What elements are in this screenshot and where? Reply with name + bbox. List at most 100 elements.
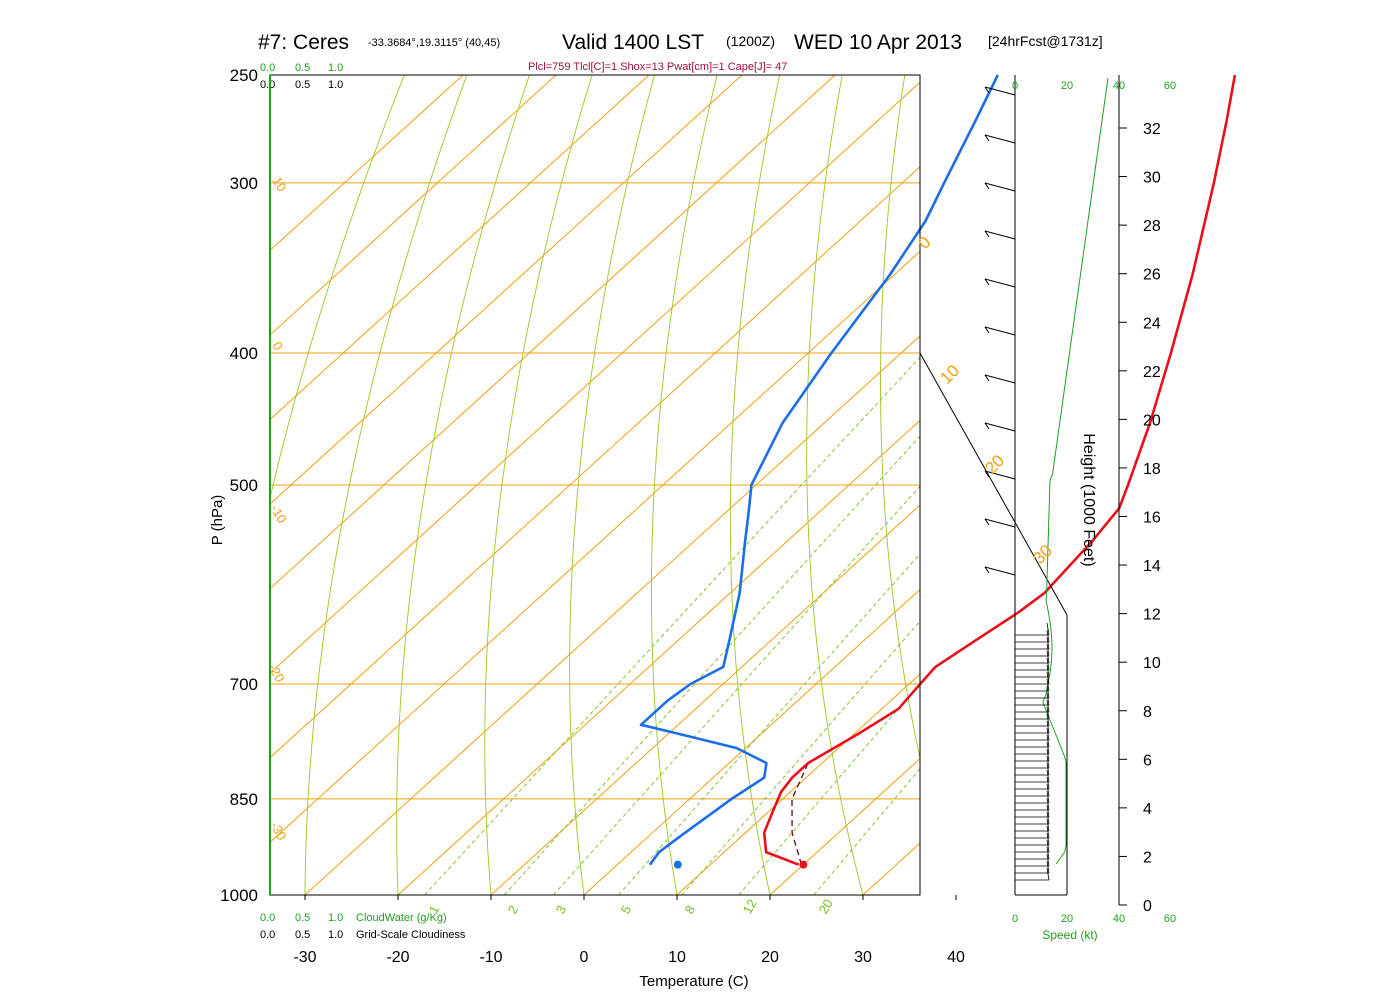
wind-barb-flag <box>1046 699 1050 713</box>
terrain-profile <box>919 352 1068 895</box>
isotherm-label-8: 30 <box>1029 541 1056 568</box>
y-axis-label: P (hPa) <box>209 495 226 546</box>
mixing-ratio-12 <box>738 683 920 895</box>
wind-barb-flag <box>984 422 990 430</box>
dry-adiabat-80 <box>1154 75 1328 895</box>
cloud-scale-bottom-2: 1.0 <box>328 912 343 924</box>
dry-adiabat-90 <box>1218 75 1400 895</box>
dry-adiabat-100 <box>1280 75 1400 895</box>
surface-temperature-dot <box>799 860 808 869</box>
grid-lines <box>270 75 1400 895</box>
dry-adiabat-110 <box>1343 75 1400 895</box>
dry-adiabat-50 <box>952 75 1049 895</box>
x-tick-label--20: -20 <box>386 949 409 966</box>
height-tick-label-24: 24 <box>1143 315 1161 332</box>
mixing-ratio-label-12: 12 <box>740 896 760 916</box>
x-tick-label-20: 20 <box>761 949 779 966</box>
wind-top-20: 20 <box>1061 80 1073 92</box>
wind-barb-flag <box>1046 692 1050 706</box>
wind-barb-flag <box>984 566 990 574</box>
cloudiness-scale-0: 0.0 <box>260 929 275 941</box>
dry-adiabat-70 <box>1089 75 1235 895</box>
isotherm-10 <box>676 673 920 895</box>
wind-barb-flag <box>1046 636 1050 650</box>
wind-barb-flag <box>984 230 990 238</box>
wind-barb-flag <box>984 134 990 142</box>
height-tick-label-32: 32 <box>1143 121 1161 138</box>
wind-barb <box>984 134 1016 144</box>
height-tick-label-8: 8 <box>1143 704 1152 721</box>
mixing-ratio-20 <box>813 768 920 895</box>
dry-adiabat-30 <box>806 75 864 895</box>
isotherm-label-5: 0 <box>914 233 934 253</box>
cloudiness-label: Grid-Scale Cloudiness <box>356 929 466 941</box>
wind-barb-flag <box>1046 622 1050 636</box>
cloudiness-scale-2: 1.0 <box>328 929 343 941</box>
height-tick-label-16: 16 <box>1143 510 1161 527</box>
wind-barb-flag <box>984 326 990 334</box>
wind-barb-flag <box>1046 706 1050 720</box>
wind-barb <box>984 566 1016 576</box>
wind-barb-flag <box>1046 804 1050 818</box>
wind-top-60: 60 <box>1164 80 1176 92</box>
isotherm--100 <box>270 75 557 336</box>
wind-barb-flag <box>984 278 990 286</box>
surface-dewpoint-dot <box>673 860 682 869</box>
pressure-label-400: 400 <box>230 344 258 363</box>
wind-barb <box>984 326 1016 336</box>
pressure-label-700: 700 <box>230 675 258 694</box>
mixing-ratio-label-3: 3 <box>553 903 570 917</box>
wind-barb-flag <box>1046 720 1050 734</box>
wind-barb-flag <box>1046 713 1050 727</box>
mixing-ratio-3 <box>553 485 920 895</box>
isotherm--70 <box>270 75 836 590</box>
dry-adiabat--20 <box>396 75 530 895</box>
height-tick-label-14: 14 <box>1143 558 1161 575</box>
wind-barb-flag <box>1046 867 1050 881</box>
height-tick-label-0: 0 <box>1143 898 1152 915</box>
wind-barb-flag <box>1046 790 1050 804</box>
wind-barb-flag <box>1046 797 1050 811</box>
isotherm-label-1: 0 <box>269 339 286 353</box>
wind-barb-flag <box>984 470 990 478</box>
wind-barb-flag <box>1046 860 1050 874</box>
wind-barb-flag <box>1046 762 1050 776</box>
pressure-label-1000: 1000 <box>220 886 258 905</box>
dry-adiabat-40 <box>880 75 920 761</box>
wind-barb <box>984 278 1016 288</box>
pressure-label-500: 500 <box>230 476 258 495</box>
isotherm--40 <box>270 250 920 843</box>
parcel-curve <box>791 762 809 865</box>
isotherm--20 <box>397 419 920 895</box>
wind-barb-flag <box>1046 832 1050 846</box>
isotherm-50 <box>1049 75 1400 895</box>
cloud-scale-bottom-1: 0.5 <box>295 912 310 924</box>
dry-adiabat--30 <box>304 75 468 895</box>
wind-barb-flag <box>1046 839 1050 853</box>
wind-barb <box>984 422 1016 432</box>
wind-barb-flag <box>1046 748 1050 762</box>
wind-barb-flag <box>1046 671 1050 685</box>
title-coords: -33.3684°,19.3115° (40,45) <box>368 37 500 49</box>
wind-barb <box>984 230 1016 240</box>
wind-bottom-0: 0 <box>1012 913 1018 925</box>
cloud-water-label: CloudWater (g/Kg) <box>356 912 447 924</box>
isotherm-label-3: -20 <box>265 661 287 685</box>
isotherm--90 <box>270 75 650 421</box>
dry-adiabat--10 <box>484 75 593 895</box>
temperature-curve <box>762 74 1237 866</box>
wind-top-40: 40 <box>1113 80 1125 92</box>
wind-barb-flag <box>1046 727 1050 741</box>
wind-barb-flag <box>984 518 990 526</box>
isotherm--50 <box>270 166 920 759</box>
x-axis-label: Temperature (C) <box>639 973 748 990</box>
pressure-label-850: 850 <box>230 790 258 809</box>
isotherm--10 <box>490 504 920 895</box>
isotherm--80 <box>270 75 743 505</box>
cloud-scale-top2-0: 0.0 <box>260 79 275 91</box>
x-tick-label-30: 30 <box>854 949 872 966</box>
title-date: WED 10 Apr 2013 <box>794 31 962 54</box>
wind-barb-flag <box>1046 769 1050 783</box>
isotherm-label-7: 20 <box>981 451 1008 478</box>
